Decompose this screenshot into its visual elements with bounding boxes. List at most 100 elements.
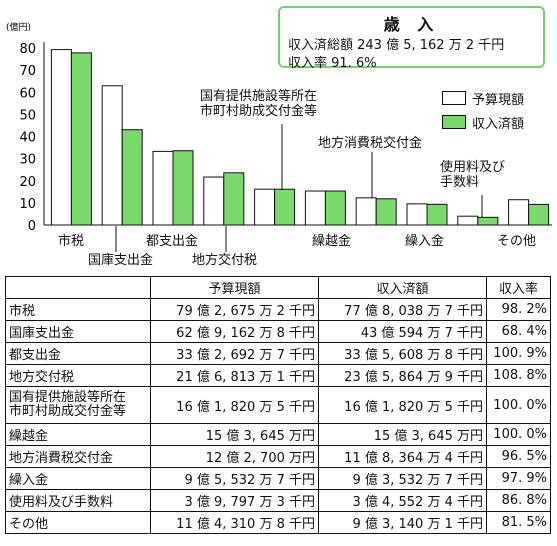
row-rate: 98. 2% [486,298,551,321]
row-budget: 21 億 6, 813 万 1 千円 [150,364,319,387]
y-tick-label: 10 [19,197,36,212]
table-header-row: 予算現額 収入済額 収入率 [5,276,551,299]
row-rate: 97. 9% [486,467,551,490]
y-tick-label: 80 [19,42,36,57]
legend-swatch-budget [442,91,466,105]
y-tick-label: 50 [19,108,36,123]
row-budget: 3 億 9, 797 万 3 千円 [150,489,319,512]
category-label: 都支出金 [146,234,199,249]
summary-box: 歳 入 収入済総額 243 億 5, 162 万 2 千円 収入率 91. 6% [278,6,545,71]
row-category: 繰入金 [5,467,151,490]
bar-budget [457,215,479,226]
summary-title: 歳 入 [383,15,440,34]
row-budget: 33 億 2, 692 万 7 千円 [150,342,319,365]
bar-chart: (億円) 0 10 20 30 40 50 60 70 80 [6,21,552,252]
row-budget: 62 億 9, 162 万 8 千円 [150,320,319,343]
row-category: 繰越金 [5,423,151,446]
y-tick-label: 40 [19,131,36,146]
table-row: 繰越金 15 億 3, 645 万円 15 億 3, 645 万円 100. 0% [5,423,551,446]
y-tick-label: 60 [19,86,36,101]
row-received: 77 億 8, 038 万 7 千円 [318,298,487,321]
row-received: 43 億 594 万 7 千円 [318,320,487,343]
row-budget: 16 億 1, 820 万 5 千円 [150,386,319,424]
table-header-blank [5,276,151,299]
legend-label-budget: 予算現額 [472,92,525,108]
row-category: その他 [5,511,151,534]
bar-received [426,203,448,226]
row-received: 33 億 5, 608 万 8 千円 [318,342,487,365]
category-label: 国有提供施設等所在 市町村助成交付金等 [200,89,318,119]
table-row: 繰入金 9 億 5, 532 万 7 千円 9 億 3, 532 万 7 千円 97.… [5,467,551,490]
row-category: 地方消費税交付金 [5,445,151,468]
bar-received [172,150,194,226]
legend-label-received: 収入済額 [472,116,525,132]
row-category: 市税 [5,298,151,321]
y-tick-label: 20 [19,175,36,190]
y-axis-label: (億円) [6,21,31,33]
category-label: その他 [497,234,537,249]
table-header-received: 収入済額 [318,276,487,299]
row-budget: 15 億 3, 645 万円 [150,423,319,446]
table-header-budget: 予算現額 [150,276,319,299]
legend-swatch-received [442,115,466,129]
table-row: その他 11 億 4, 310 万 8 千円 9 億 3, 140 万 1 千円 81… [5,511,551,534]
legend: 予算現額 収入済額 [442,86,524,134]
summary-total: 収入済総額 243 億 5, 162 万 2 千円 [288,38,505,53]
row-rate: 96. 5% [486,445,551,468]
row-category: 都支出金 [5,342,151,365]
table-row: 地方交付税 21 億 6, 813 万 1 千円 23 億 5, 864 万 9 千… [5,364,551,387]
bar-budget [101,85,123,226]
row-category: 国有提供施設等所在 市町村助成交付金等 [5,386,151,424]
legend-item-budget: 予算現額 [442,86,524,110]
bar-received [324,190,346,226]
row-rate: 100. 0% [486,423,551,446]
row-received: 15 億 3, 645 万円 [318,423,487,446]
row-received: 23 億 5, 864 万 9 千円 [318,364,487,387]
bar-budget [406,203,428,226]
bar-budget [508,199,530,226]
table-row: 市税 79 億 2, 675 万 2 千円 77 億 8, 038 万 7 千円 98… [5,298,551,321]
row-received: 9 億 3, 532 万 7 千円 [318,467,487,490]
y-tick-label: 70 [19,64,36,79]
category-label: 市税 [58,234,85,249]
row-rate: 100. 0% [486,386,551,424]
bar-budget [203,176,225,226]
bar-received [375,198,397,226]
table-header-rate: 収入率 [486,276,551,299]
table-row: 地方消費税交付金 12 億 2, 700 万円 11 億 8, 364 万 4 千円… [5,445,551,468]
row-category: 国庫支出金 [5,320,151,343]
row-rate: 86. 8% [486,489,551,512]
row-rate: 81. 5% [486,511,551,534]
bar-budget [355,197,377,226]
row-budget: 79 億 2, 675 万 2 千円 [150,298,319,321]
category-label: 繰越金 [312,234,352,249]
data-table: 予算現額 収入済額 収入率 市税 79 億 2, 675 万 2 千円 77 億 8… [5,276,551,534]
table-row: 使用料及び手数料 3 億 9, 797 万 3 千円 3 億 4, 552 万 4 … [5,489,551,512]
y-tick-label: 0 [28,219,36,234]
table-row: 都支出金 33 億 2, 692 万 7 千円 33 億 5, 608 万 8 千円… [5,342,551,365]
bar-received [121,129,143,226]
table-row: 国庫支出金 62 億 9, 162 万 8 千円 43 億 594 万 7 千円 68… [5,320,551,343]
bar-received [477,216,499,226]
bar-budget [304,190,326,226]
bar-received [223,172,245,226]
category-label: 地方消費税交付金 [318,136,423,151]
row-budget: 11 億 4, 310 万 8 千円 [150,511,319,534]
category-label: 地方交付税 [192,253,258,268]
summary-rate: 収入率 91. 6% [288,56,377,71]
bar-received [70,52,92,226]
category-label: 繰入金 [405,234,445,249]
row-budget: 9 億 5, 532 万 7 千円 [150,467,319,490]
y-tick-label: 30 [19,153,36,168]
row-rate: 68. 4% [486,320,551,343]
row-rate: 108. 8% [486,364,551,387]
row-received: 16 億 1, 820 万 5 千円 [318,386,487,424]
bar-received [274,188,296,226]
bar-budget [50,49,72,226]
category-label: 使用料及び 手数料 [440,160,506,190]
row-category: 使用料及び手数料 [5,489,151,512]
bar-received [528,203,550,226]
row-received: 3 億 4, 552 万 4 千円 [318,489,487,512]
row-received: 11 億 8, 364 万 4 千円 [318,445,487,468]
row-budget: 12 億 2, 700 万円 [150,445,319,468]
